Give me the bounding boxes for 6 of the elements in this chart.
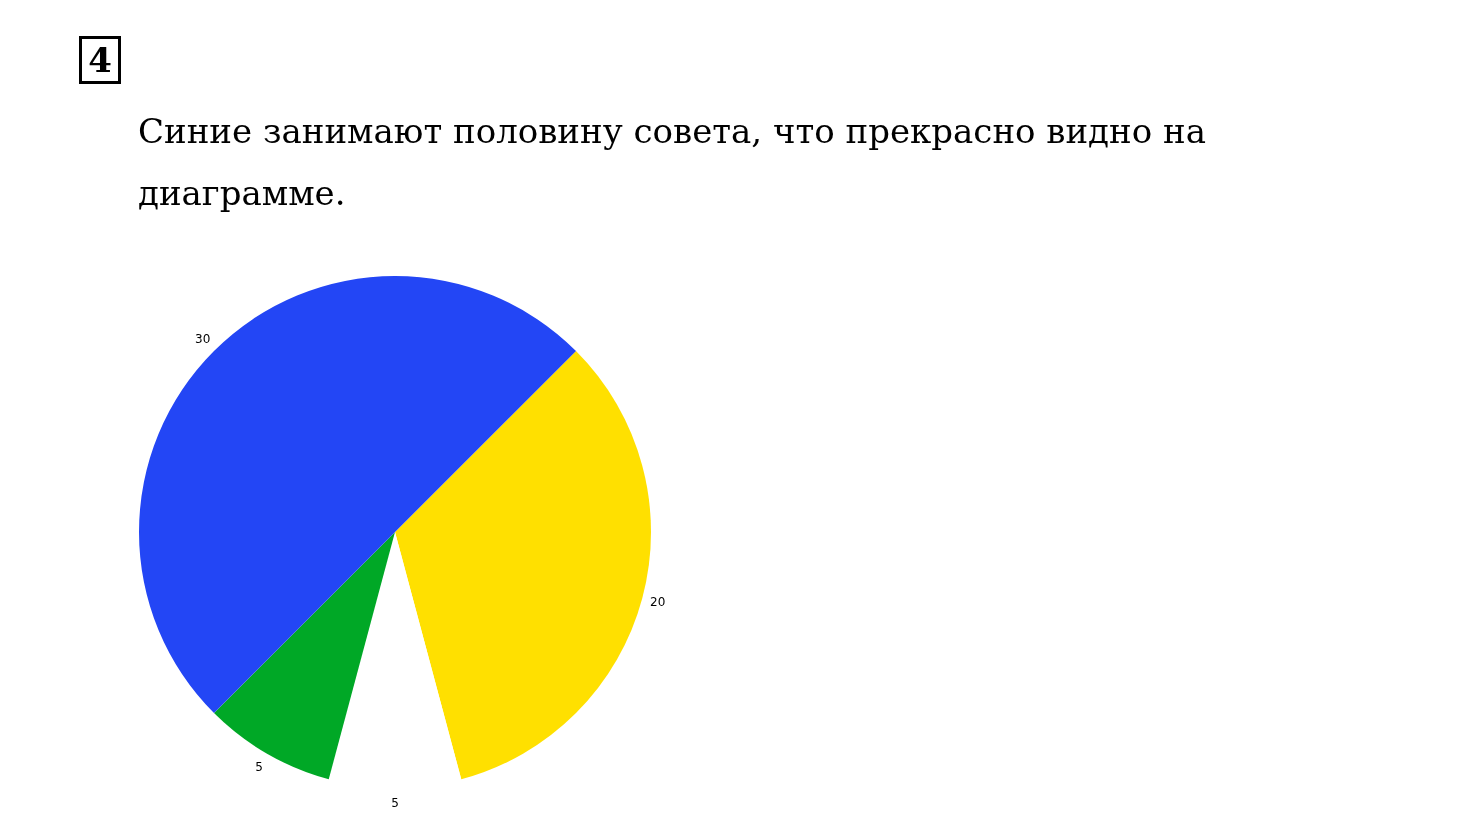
data-label: 30 [195, 331, 211, 346]
text: 4 [79, 36, 121, 84]
chart-title: Синие занимают половину совета, что прекрасно видно на диаграмме. [138, 110, 1207, 215]
data-label: 5 [255, 759, 263, 774]
data-label: 5 [391, 796, 399, 811]
data-label: 20 [650, 594, 666, 609]
